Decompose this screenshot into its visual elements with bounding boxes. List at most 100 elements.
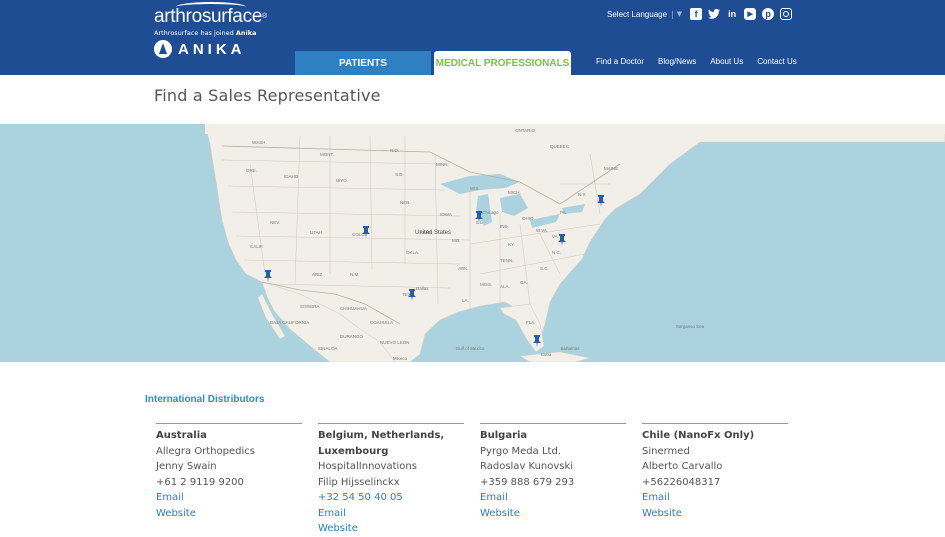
map-label-sinaloa: SINALOA bbox=[318, 346, 338, 351]
map-label-wash: WASH. bbox=[252, 140, 267, 145]
map-label-utah: UTAH bbox=[310, 230, 322, 235]
distributor-contact: Alberto Carvallo bbox=[642, 461, 723, 472]
map-pin-texas[interactable] bbox=[407, 289, 417, 301]
map-label-la: LA. bbox=[462, 298, 469, 303]
map-label-chihuahua: CHIHUAHUA bbox=[340, 306, 367, 311]
nav-find-a-doctor[interactable]: Find a Doctor bbox=[596, 57, 645, 66]
map-label-sd: S.D. bbox=[395, 172, 404, 177]
map-label-coahuila: COAHUILA bbox=[370, 320, 393, 325]
twitter-icon[interactable] bbox=[708, 8, 721, 20]
map-label-gulf: Gulf of Mexico bbox=[456, 346, 485, 351]
distributor-phone: +61 2 9119 9200 bbox=[156, 476, 244, 488]
map-label-pa: PA. bbox=[560, 210, 567, 215]
pinterest-icon[interactable]: p bbox=[762, 8, 775, 20]
map-label-bahamas: Bahamas bbox=[560, 346, 580, 351]
instagram-icon[interactable] bbox=[780, 8, 793, 20]
anika-logo: ANIKA bbox=[154, 40, 267, 58]
state-borders bbox=[221, 135, 610, 314]
map-pin-illinois[interactable] bbox=[474, 211, 484, 223]
international-distributors-heading: International Distributors bbox=[145, 394, 265, 405]
map-label-tex: TEX. bbox=[402, 292, 412, 297]
map-label-sonora: SONORA bbox=[300, 304, 320, 309]
map-pin-california[interactable] bbox=[263, 270, 273, 282]
north-america-landmass bbox=[204, 124, 945, 362]
select-language-link[interactable]: Select Language bbox=[607, 9, 668, 19]
distributor-country: Australia bbox=[156, 430, 207, 441]
map-label-sc: S.C. bbox=[540, 266, 549, 271]
distributor-country: Bulgaria bbox=[480, 430, 528, 441]
map-label-wva: W.VA. bbox=[536, 228, 548, 233]
map-label-minn: MINN. bbox=[436, 162, 449, 167]
distributor-phone-link[interactable]: +32 54 50 40 05 bbox=[318, 492, 403, 503]
distributor-website-link[interactable]: Website bbox=[480, 507, 520, 519]
florida-peninsula bbox=[499, 303, 545, 353]
map-label-iowa: IOWA bbox=[440, 212, 452, 217]
map-label-wis: WIS. bbox=[470, 186, 480, 191]
map-label-calif: CALIF. bbox=[250, 244, 264, 249]
distributor-card: Australia Allegra Orthopedics Jenny Swai… bbox=[156, 423, 302, 521]
map-label-ark: ARK. bbox=[458, 266, 469, 271]
distributor-website-link[interactable]: Website bbox=[156, 507, 196, 519]
map-label-ore: ORE. bbox=[246, 168, 257, 173]
linkedin-icon[interactable]: in bbox=[728, 9, 737, 19]
distributor-company: Pyrgo Meda Ltd. bbox=[480, 445, 561, 457]
nav-blog-news[interactable]: Blog/News bbox=[658, 57, 697, 66]
anika-wordmark: ANIKA bbox=[178, 40, 246, 58]
map-label-quebec: QUEBEC bbox=[550, 144, 570, 149]
map-label-united-states: United States bbox=[415, 230, 451, 236]
map-label-nc: N.C. bbox=[552, 250, 561, 255]
logo-arc-icon bbox=[176, 2, 246, 12]
canada-landmass bbox=[205, 124, 945, 134]
sales-rep-map[interactable]: Mexico Gulf of Mexico Sargasso Sea Cuba … bbox=[0, 124, 945, 362]
map-label-ohio: OHIO bbox=[522, 216, 534, 221]
map-pin-virginia[interactable] bbox=[557, 234, 567, 246]
map-label-maine: MAINE bbox=[604, 166, 618, 171]
map-label-ky: KY. bbox=[508, 242, 515, 247]
distributor-website-link[interactable]: Website bbox=[318, 523, 358, 534]
map-pin-new-york[interactable] bbox=[596, 195, 606, 207]
map-label-ga: GA. bbox=[520, 280, 528, 285]
distributor-email-link[interactable]: Email bbox=[480, 492, 508, 503]
map-pin-colorado[interactable] bbox=[361, 226, 371, 238]
social-links: f in ▶ p bbox=[690, 8, 793, 20]
map-pin-florida[interactable] bbox=[532, 335, 542, 347]
distributor-email-link[interactable]: Email bbox=[156, 492, 184, 503]
distributor-company: Sinermed bbox=[642, 445, 690, 457]
distributor-contact: Radoslav Kunovski bbox=[480, 461, 574, 472]
map-canvas[interactable]: Mexico Gulf of Mexico Sargasso Sea Cuba … bbox=[0, 124, 945, 362]
language-separator: | bbox=[671, 9, 674, 19]
map-label-colo: COLO. bbox=[352, 232, 366, 237]
distributor-contact: Filip Hijsselinckx bbox=[318, 476, 400, 488]
distributor-phone: +359 888 679 293 bbox=[480, 476, 575, 488]
map-label-va: VA. bbox=[552, 234, 559, 239]
distributor-company: Allegra Orthopedics bbox=[156, 445, 256, 457]
arthrosurface-logo[interactable]: arthrosurface® Arthrosurface has joined … bbox=[154, 2, 267, 58]
page-title: Find a Sales Representative bbox=[154, 86, 381, 105]
map-label-ontario: ONTARIO bbox=[515, 128, 536, 133]
distributor-website-link[interactable]: Website bbox=[642, 507, 682, 519]
map-label-ny: N.Y. bbox=[578, 192, 586, 197]
nav-about-us[interactable]: About Us bbox=[710, 57, 744, 66]
map-label-kans: KANS. bbox=[420, 230, 434, 235]
cuba-landmass bbox=[519, 351, 591, 362]
map-label-okla: OKLA. bbox=[406, 250, 419, 255]
map-label-wyo: WYO. bbox=[336, 178, 348, 183]
youtube-icon[interactable]: ▶ bbox=[744, 8, 757, 20]
tab-patients[interactable]: PATIENTS bbox=[295, 51, 431, 75]
map-label-ind: IND. bbox=[500, 224, 509, 229]
distributor-company: HospitalInnovations bbox=[318, 461, 417, 472]
anika-mark-icon bbox=[154, 40, 172, 58]
nav-contact-us[interactable]: Contact Us bbox=[757, 57, 797, 66]
tab-medical-professionals[interactable]: MEDICAL PROFESSIONALS bbox=[434, 51, 571, 75]
logo-tagline: Arthrosurface has joined Anika bbox=[154, 29, 257, 37]
distributor-email-link[interactable]: Email bbox=[642, 492, 670, 503]
facebook-icon[interactable]: f bbox=[690, 8, 703, 20]
distributor-email-link[interactable]: Email bbox=[318, 507, 346, 519]
map-label-tenn: TENN. bbox=[500, 258, 514, 263]
map-label-cuba: Cuba bbox=[541, 352, 552, 357]
map-label-idaho: IDAHO bbox=[284, 174, 299, 179]
main-nav: Find a Doctor Blog/News About Us Contact… bbox=[596, 57, 797, 66]
map-label-baja: BAJA CALIFORNIA bbox=[270, 320, 309, 325]
utility-bar: Select Language | ▼ f in ▶ p bbox=[607, 8, 793, 20]
chevron-down-icon[interactable]: ▼ bbox=[676, 10, 683, 18]
